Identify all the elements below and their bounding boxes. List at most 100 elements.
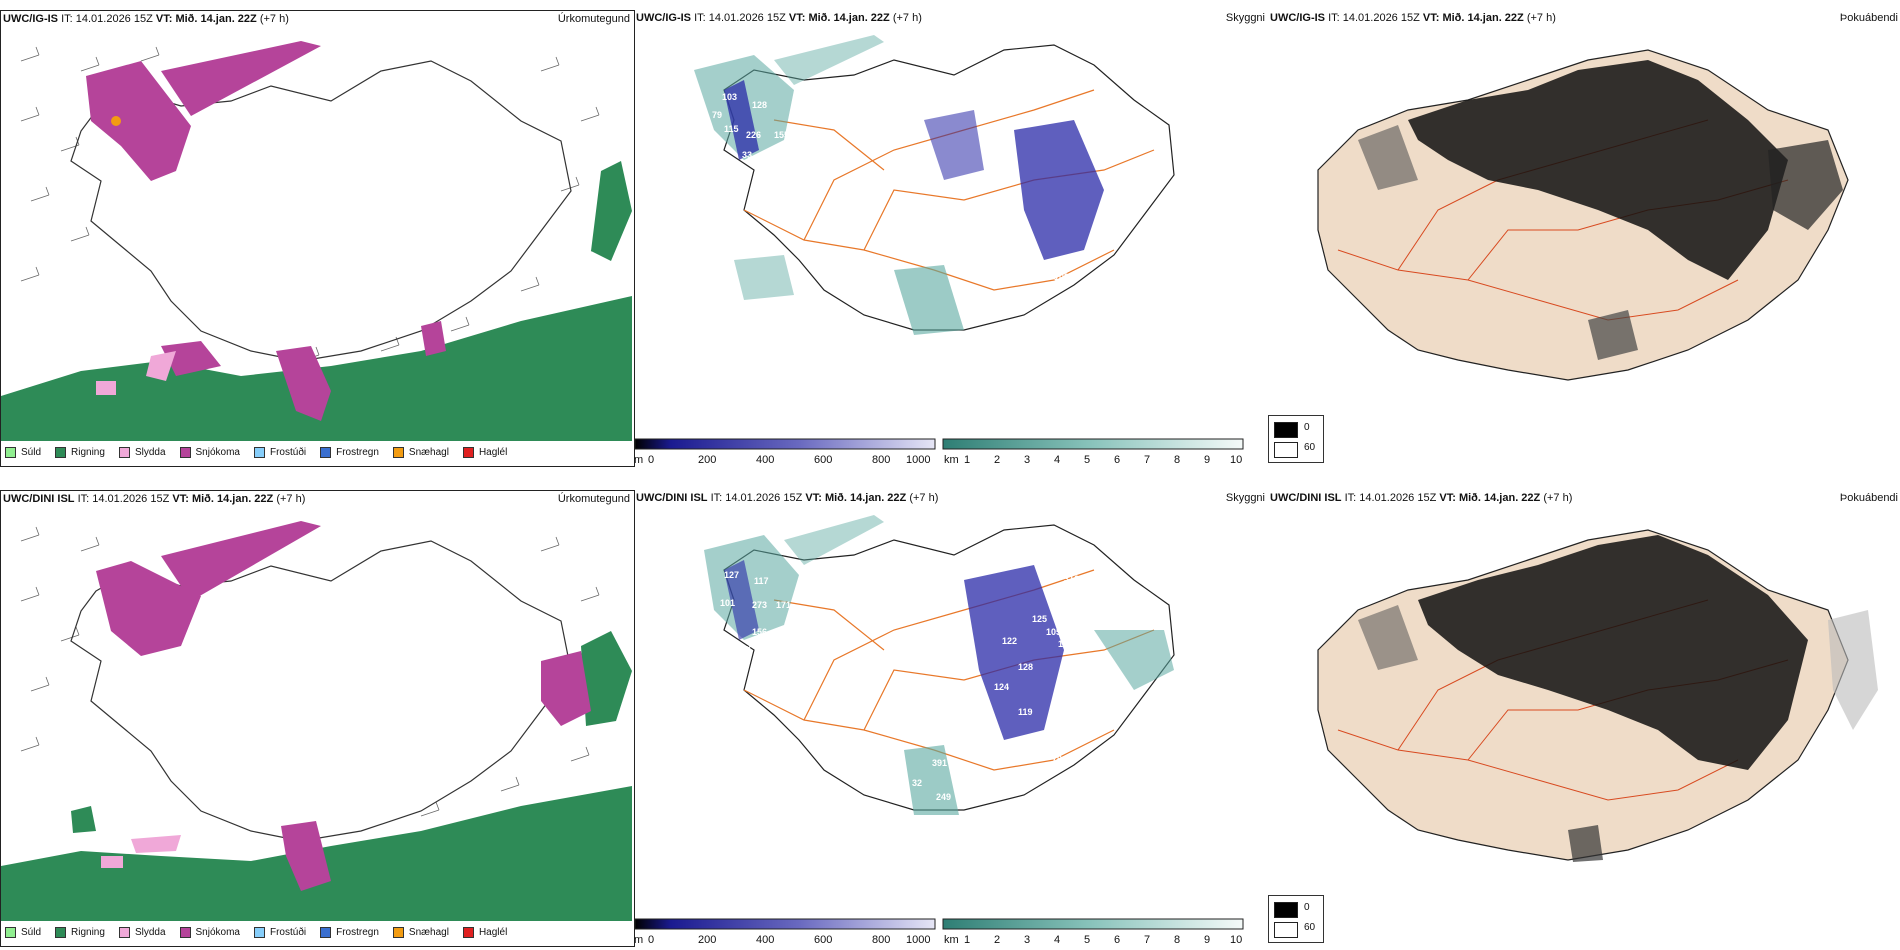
vis-tick: 400 [756,454,775,466]
legend-label: Snjókoma [195,447,240,458]
fog-label-1: 60 [1304,442,1316,453]
it-value: 14.01.2026 15Z [1359,492,1437,504]
vis-label: 101 [720,598,735,608]
sleet-spot [96,381,116,395]
vt-value: Mið. 14.jan. 22Z [1442,12,1524,24]
vis-tick: 1000 [906,934,931,946]
vis-tick: 6 [1114,934,1121,946]
panel-header: UWC/IG-IS IT: 14.01.2026 15Z VT: Mið. 14… [1270,12,1556,24]
vis-label: 135 [914,372,929,382]
vt-value: Mið. 14.jan. 22Z [175,13,257,25]
vis-label: 122 [1002,636,1017,646]
legend-label: Frostregn [336,447,379,458]
vis-tick: 7 [1144,454,1151,466]
vis-label: 155 [774,130,789,140]
vis-label: 171 [776,600,791,610]
lead-time: (+7 h) [892,12,922,24]
vt-value: Mið. 14.jan. 22Z [191,493,274,505]
vis-label: 124 [940,376,955,386]
vis-tick: 800 [872,934,891,946]
snow-area-south [276,346,331,421]
vis-colorbar-m [634,438,936,450]
it-label: IT: [1344,492,1357,504]
legend-item-3: Snjókoma [179,927,240,938]
legend-item-0: Súld [5,447,41,458]
fog-label-0: 0 [1304,902,1310,913]
vt-label: VT: [805,492,822,504]
vis-tick: 10 [1230,454,1243,466]
row-2: UWC/DINI ISL IT: 14.01.2026 15Z VT: Mið.… [0,480,1900,950]
wind-barbs [20,46,610,362]
it-value: 14.01.2026 15Z [1342,12,1420,24]
vis-label: 144 [940,360,955,370]
iceland-outline [70,60,572,362]
it-label: IT: [1328,12,1340,24]
sleet-area [146,351,176,381]
vis-tick: 4 [1054,934,1061,946]
vis-label: 79 [712,110,722,120]
legend-label: Súld [21,447,42,458]
legend-label: Slydda [134,447,166,458]
lead-time: (+7 h) [276,493,306,505]
vis-tick: 7 [1144,934,1151,946]
vis-label: 103 [1024,244,1039,254]
vis-tick: 1 [964,934,971,946]
model-name: UWC/DINI ISL [636,492,708,504]
panel-title: Skyggni [1225,12,1265,24]
model-name: UWC/DINI ISL [3,493,75,505]
vis-tick: 8 [1174,454,1181,466]
vis-tick: 3 [1024,454,1031,466]
legend-item-5: Frostregn [320,927,379,938]
legend-item-5: Frostregn [320,447,379,458]
it-value: 14.01.2026 15Z [92,493,170,505]
legend-item-2: Slydda [118,927,166,938]
visibility-map: 127 117 273 171 101 156 34 296 316 125 1… [704,515,1175,815]
snow-area-s [421,321,446,356]
lead-time: (+7 h) [259,13,289,25]
vis-tick: 9 [1204,934,1211,946]
vis-label: 101 [1056,306,1071,316]
vis-tick: 5 [1084,934,1091,946]
panel-header: UWC/DINI ISL IT: 14.01.2026 15Z VT: Mið.… [3,493,305,505]
fog-panel-1: UWC/IG-IS IT: 14.01.2026 15Z VT: Mið. 14… [1268,10,1900,465]
lead-time: (+7 h) [1543,492,1573,504]
rain-area-east [591,161,632,261]
vis-tick: 2 [994,934,1001,946]
panel-header: UWC/DINI ISL IT: 14.01.2026 15Z VT: Mið.… [636,492,938,504]
precip-map [1,41,632,441]
vt-label: VT: [1422,12,1440,24]
legend-label: Frostregn [336,927,379,938]
legend-label: Frostúði [269,447,307,458]
vis-label: 115 [724,124,739,134]
fog-map [1317,529,1878,862]
vis-unit-km: km [944,454,959,466]
it-label: IT: [694,12,706,24]
legend-label: Rigning [71,447,105,458]
vis-tick: 1 [964,454,971,466]
model-name: UWC/IG-IS [3,13,58,25]
visibility-panel-1: UWC/IG-IS IT: 14.01.2026 15Z VT: Mið. 14… [634,10,1267,466]
vis-label: 66 [1112,187,1122,197]
vis-label: 296 [880,598,895,608]
fog-label-1: 60 [1304,922,1316,933]
panel-header: UWC/IG-IS IT: 14.01.2026 15Z VT: Mið. 14… [3,13,289,25]
vis-label: 103 [722,92,737,102]
snow-streak-ne [161,41,321,116]
vis-unit-m: m [634,934,644,946]
fog-map [1317,49,1849,381]
vis-label: 109 [1054,272,1069,282]
legend-item-7: Haglél [462,927,507,938]
vis-tick: 9 [1204,454,1211,466]
legend-label: Haglél [478,447,508,458]
vis-unit-m: m [634,454,644,466]
precip-legend: Súld Rigning Slydda Snjókoma Frostúði Fr… [5,447,521,458]
vis-label: 273 [752,600,767,610]
vis-label: 153 [1046,720,1061,730]
it-value: 14.01.2026 15Z [708,12,786,24]
visibility-panel-2: UWC/DINI ISL IT: 14.01.2026 15Z VT: Mið.… [634,490,1267,946]
vis-tick: 400 [756,934,775,946]
legend-label: Slydda [134,927,166,938]
legend-item-4: Frostúði [253,927,306,938]
legend-label: Rigning [71,927,105,938]
snow-area-nw [86,61,191,181]
